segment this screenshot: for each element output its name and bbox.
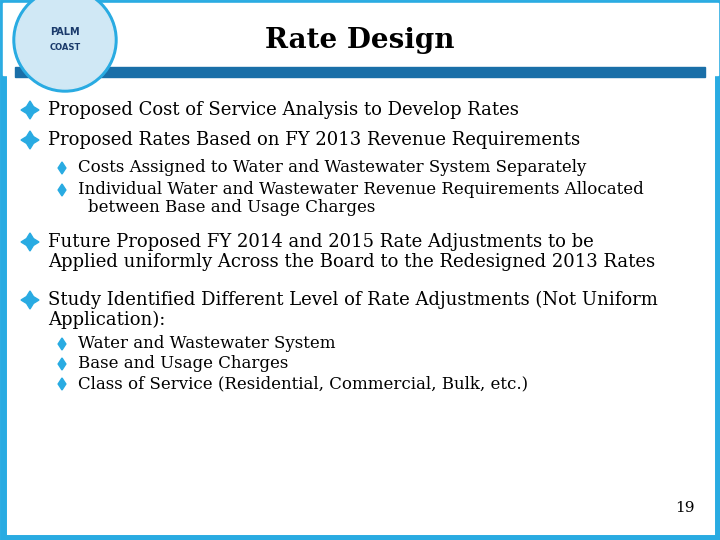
Text: Individual Water and Wastewater Revenue Requirements Allocated: Individual Water and Wastewater Revenue … [78,181,644,199]
Polygon shape [58,184,66,196]
Text: PALM: PALM [50,27,80,37]
Circle shape [16,0,114,89]
Text: Rate Design: Rate Design [265,26,455,53]
Polygon shape [21,291,39,309]
Text: 19: 19 [675,501,695,515]
Bar [15,67,705,77]
Polygon shape [58,378,66,390]
Text: Base and Usage Charges: Base and Usage Charges [78,355,289,373]
Bar [2,3,718,75]
Text: Class of Service (Residential, Commercial, Bulk, etc.): Class of Service (Residential, Commercia… [78,375,528,393]
Polygon shape [58,358,66,370]
Text: COAST: COAST [50,44,81,52]
Polygon shape [21,101,39,119]
Text: Water and Wastewater System: Water and Wastewater System [78,335,336,353]
Text: Costs Assigned to Water and Wastewater System Separately: Costs Assigned to Water and Wastewater S… [78,159,586,177]
Text: Proposed Cost of Service Analysis to Develop Rates: Proposed Cost of Service Analysis to Dev… [48,101,519,119]
Text: Future Proposed FY 2014 and 2015 Rate Adjustments to be: Future Proposed FY 2014 and 2015 Rate Ad… [48,233,594,251]
Polygon shape [21,131,39,149]
Polygon shape [21,233,39,251]
Text: Study Identified Different Level of Rate Adjustments (Not Uniform: Study Identified Different Level of Rate… [48,291,658,309]
Text: Proposed Rates Based on FY 2013 Revenue Requirements: Proposed Rates Based on FY 2013 Revenue … [48,131,580,149]
Polygon shape [58,162,66,174]
Circle shape [13,0,117,92]
Text: Application):: Application): [48,311,166,329]
Polygon shape [58,338,66,350]
Text: between Base and Usage Charges: between Base and Usage Charges [88,199,375,217]
Text: Applied uniformly Across the Board to the Redesigned 2013 Rates: Applied uniformly Across the Board to th… [48,253,655,271]
